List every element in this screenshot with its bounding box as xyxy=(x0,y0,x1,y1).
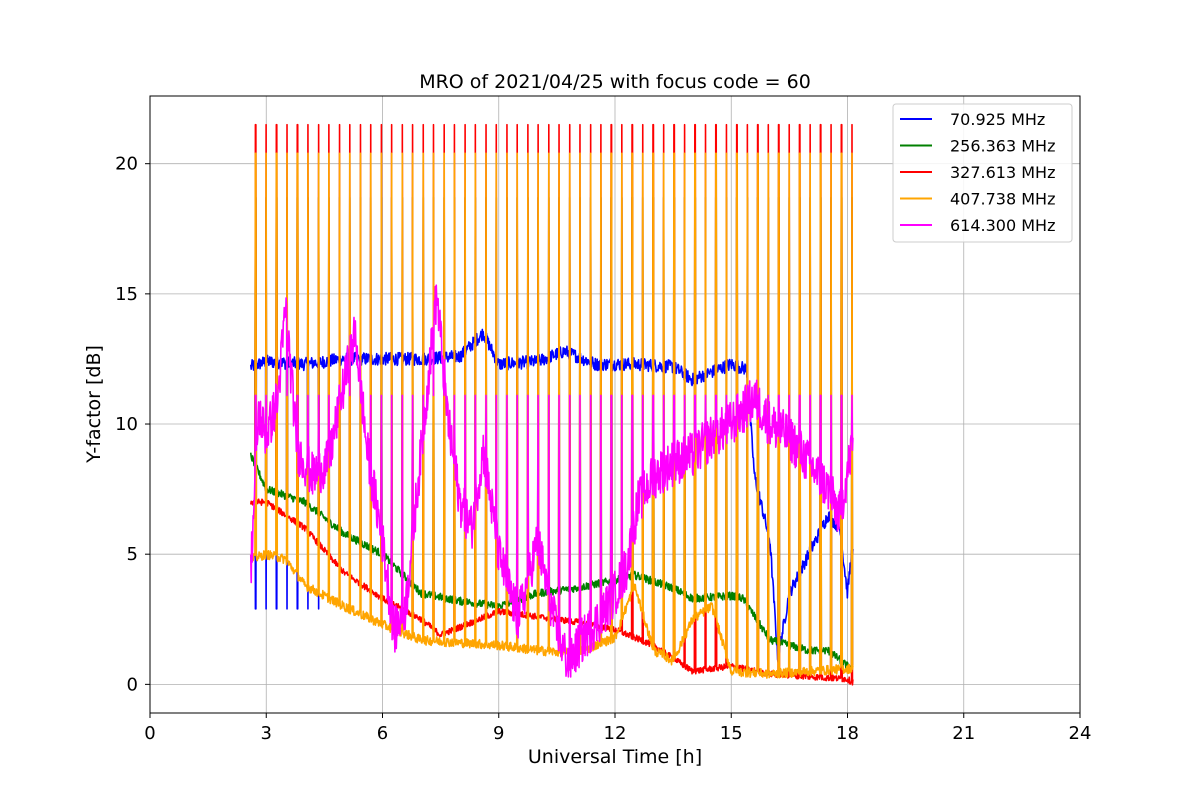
chart-title: MRO of 2021/04/25 with focus code = 60 xyxy=(419,71,811,93)
x-tick-label: 24 xyxy=(1069,723,1092,744)
axis-ticks: 0 3 6 9 12 15 18 21 24 0 5 10 15 20 xyxy=(115,154,1091,744)
series-line-4 xyxy=(249,152,854,679)
x-tick-label: 3 xyxy=(261,723,272,744)
y-tick-label: 15 xyxy=(115,284,138,305)
legend-entry: 614.300 MHz xyxy=(950,216,1055,235)
legend-entry: 327.613 MHz xyxy=(950,163,1055,182)
legend-entry: 407.738 MHz xyxy=(950,190,1055,209)
x-tick-label: 12 xyxy=(604,723,627,744)
legend-box xyxy=(892,103,1073,243)
x-axis-label: Universal Time [h] xyxy=(528,746,702,768)
legend: 70.925 MHz 256.363 MHz 327.613 MHz 407.738 … xyxy=(892,103,1073,243)
x-tick-label: 6 xyxy=(377,723,388,744)
x-tick-label: 9 xyxy=(493,723,504,744)
series-line-5 xyxy=(249,284,854,678)
legend-entry: 256.363 MHz xyxy=(950,137,1055,156)
x-tick-label: 21 xyxy=(952,723,975,744)
legend-entry: 70.925 MHz xyxy=(950,110,1045,129)
y-tick-label: 0 xyxy=(127,674,138,695)
y-tick-label: 20 xyxy=(115,154,138,175)
series-line-2 xyxy=(249,196,854,672)
x-tick-label: 18 xyxy=(836,723,859,744)
x-tick-label: 0 xyxy=(144,723,155,744)
series-area xyxy=(249,123,854,686)
y-tick-label: 10 xyxy=(115,414,138,435)
y-axis-label: Y-factor [dB] xyxy=(83,345,105,464)
y-tick-label: 5 xyxy=(127,544,138,565)
x-tick-label: 15 xyxy=(720,723,743,744)
